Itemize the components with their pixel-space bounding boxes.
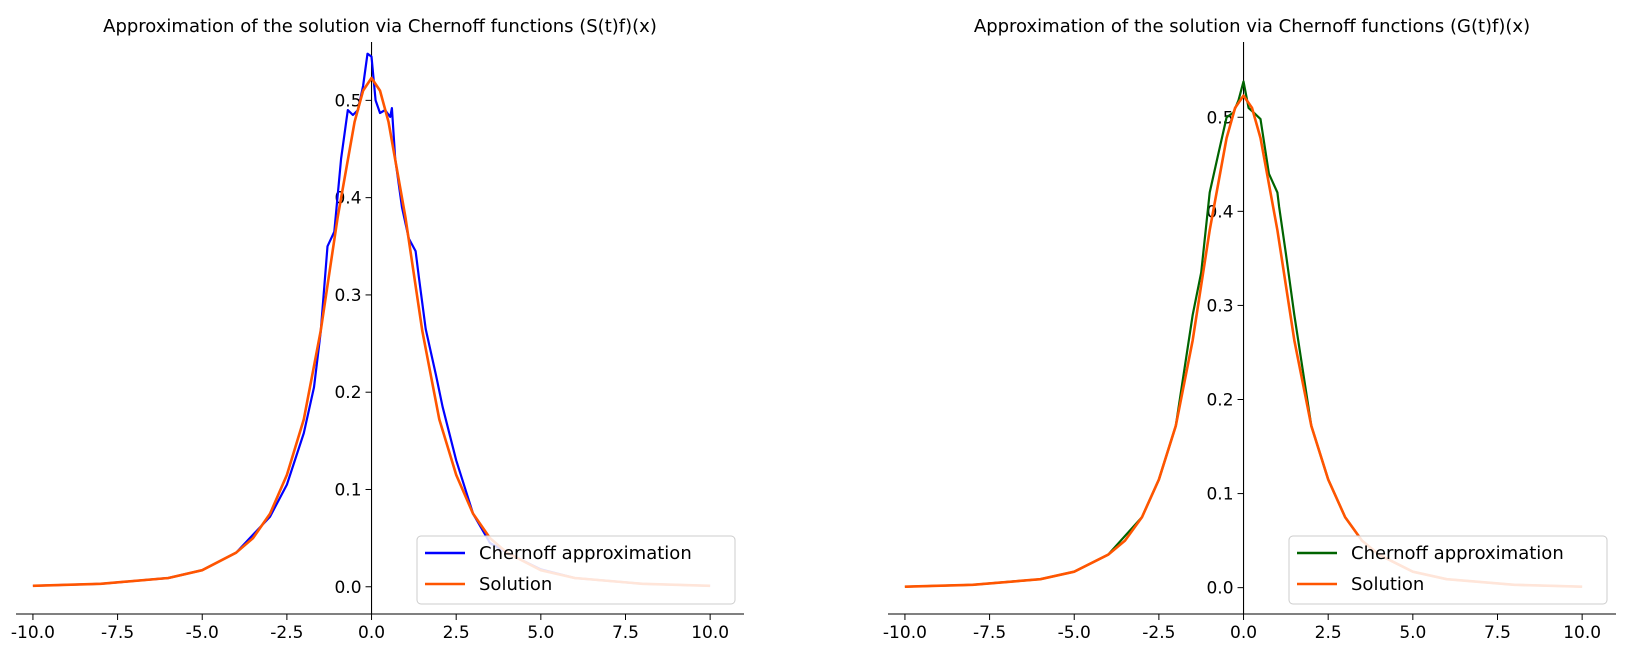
x-tick-label: -10.0 <box>883 623 927 643</box>
x-tick-label: -10.0 <box>11 623 55 643</box>
y-tick-label: 0.1 <box>334 480 361 500</box>
y-tick-label: 0.5 <box>1206 108 1233 128</box>
x-tick-label: -2.5 <box>1142 623 1175 643</box>
chart-title: Approximation of the solution via Cherno… <box>103 16 657 37</box>
y-tick-label: 0.5 <box>334 91 361 111</box>
y-tick-label: 0.3 <box>1206 296 1233 316</box>
chart-title: Approximation of the solution via Cherno… <box>974 16 1530 37</box>
y-tick-label: 0.0 <box>334 578 361 598</box>
legend-box <box>416 535 736 605</box>
x-tick-label: -5.0 <box>1058 623 1091 643</box>
x-tick-label: 7.5 <box>1484 623 1511 643</box>
legend-label: Chernoff approximation <box>1351 543 1564 564</box>
legend-label: Solution <box>479 574 552 595</box>
series-chernoff-approximation-line <box>32 52 711 587</box>
y-tick-label: 0.2 <box>1206 391 1233 411</box>
legend: Chernoff approximation Solution <box>416 535 736 605</box>
x-tick-label: -2.5 <box>270 623 303 643</box>
x-tick-label: 5.0 <box>1399 623 1426 643</box>
y-tick-label: 0.3 <box>334 286 361 306</box>
x-tick-label: 10.0 <box>691 623 729 643</box>
legend-label: Chernoff approximation <box>479 543 692 564</box>
x-tick-label: 10.0 <box>1563 623 1601 643</box>
x-tick-label: 2.5 <box>1315 623 1342 643</box>
legend: Chernoff approximation Solution <box>1288 535 1608 605</box>
x-tick-label: 2.5 <box>443 623 470 643</box>
x-tick-label: 5.0 <box>527 623 554 643</box>
x-tick-label: 0.0 <box>358 623 385 643</box>
x-tick-label: -7.5 <box>973 623 1006 643</box>
x-tick-label: 0.0 <box>1230 623 1257 643</box>
x-tick-label: -5.0 <box>186 623 219 643</box>
y-tick-label: 0.0 <box>1206 579 1233 599</box>
x-tick-label: 7.5 <box>612 623 639 643</box>
chart-right: Approximation of the solution via Cherno… <box>883 16 1616 643</box>
y-tick-label: 0.2 <box>334 383 361 403</box>
legend-box <box>1288 535 1608 605</box>
x-tick-label: -7.5 <box>101 623 134 643</box>
legend-label: Solution <box>1351 574 1424 595</box>
y-tick-label: 0.1 <box>1206 485 1233 505</box>
chart-left: Approximation of the solution via Cherno… <box>11 16 744 643</box>
